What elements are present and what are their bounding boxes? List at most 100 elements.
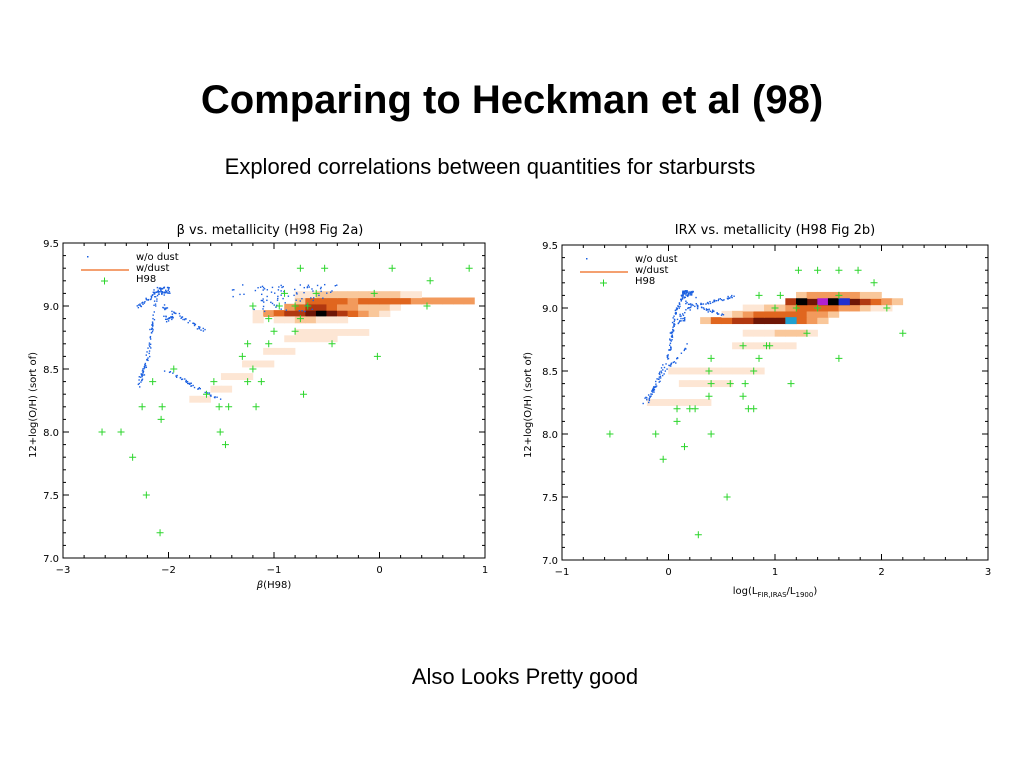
no-dust-point bbox=[149, 343, 152, 345]
density-cell bbox=[785, 298, 797, 306]
no-dust-point bbox=[143, 302, 146, 304]
no-dust-point bbox=[185, 379, 187, 382]
no-dust-point bbox=[164, 318, 167, 321]
density-cell bbox=[870, 298, 882, 306]
no-dust-point bbox=[270, 301, 272, 304]
density-cell bbox=[400, 297, 412, 305]
no-dust-point bbox=[644, 397, 646, 399]
density-cell bbox=[817, 310, 829, 318]
no-dust-point bbox=[162, 292, 164, 294]
no-dust-point bbox=[159, 287, 161, 289]
no-dust-point bbox=[659, 377, 662, 379]
no-dust-point bbox=[198, 328, 201, 330]
x-axis-label: β(H98) bbox=[256, 580, 292, 591]
no-dust-point bbox=[186, 382, 189, 385]
density-cell bbox=[305, 316, 317, 324]
no-dust-point bbox=[655, 380, 657, 383]
no-dust-point bbox=[682, 293, 684, 296]
density-cell bbox=[806, 298, 818, 306]
density-cell-highlight bbox=[827, 298, 840, 306]
no-dust-point bbox=[148, 355, 151, 358]
no-dust-point bbox=[709, 300, 711, 303]
irx-vs-metallicity-chart: IRX vs. metallicity (H98 Fig 2b) −1 0 1 2 3 7… bbox=[523, 223, 991, 599]
no-dust-point bbox=[670, 346, 672, 348]
no-dust-point bbox=[684, 291, 686, 294]
density-cell bbox=[700, 317, 712, 325]
no-dust-point bbox=[308, 286, 310, 288]
no-dust-point bbox=[670, 332, 672, 334]
no-dust-point bbox=[703, 308, 705, 310]
density-cell bbox=[774, 304, 786, 312]
no-dust-point bbox=[150, 298, 152, 300]
no-dust-point bbox=[669, 332, 672, 334]
no-dust-point bbox=[152, 324, 154, 326]
no-dust-point bbox=[171, 318, 173, 321]
no-dust-point bbox=[329, 291, 332, 293]
no-dust-point bbox=[141, 373, 143, 376]
no-dust-point bbox=[186, 380, 189, 383]
no-dust-point bbox=[163, 291, 166, 293]
no-dust-point bbox=[655, 386, 657, 388]
slide-footer-text: Also Looks Pretty good bbox=[411, 664, 639, 689]
no-dust-point bbox=[140, 381, 142, 383]
density-cell bbox=[742, 367, 754, 375]
no-dust-point bbox=[260, 293, 263, 296]
no-dust-point bbox=[146, 359, 148, 361]
h98-point bbox=[707, 380, 715, 388]
no-dust-point bbox=[167, 317, 170, 320]
no-dust-point bbox=[176, 374, 178, 377]
no-dust-point bbox=[187, 321, 189, 324]
density-cell bbox=[785, 329, 797, 337]
no-dust-point bbox=[669, 365, 672, 367]
no-dust-point bbox=[685, 294, 687, 296]
no-dust-point bbox=[156, 286, 159, 289]
no-dust-point bbox=[715, 300, 718, 302]
no-dust-point bbox=[675, 307, 678, 309]
density-cell bbox=[337, 297, 349, 305]
no-dust-point bbox=[196, 328, 199, 330]
density-cell bbox=[337, 329, 349, 336]
h98-point bbox=[726, 380, 734, 388]
no-dust-point bbox=[682, 320, 684, 322]
density-cell bbox=[689, 367, 701, 375]
w-o-dust-points-layer bbox=[136, 283, 338, 400]
no-dust-point bbox=[199, 387, 202, 390]
density-cell bbox=[358, 303, 370, 311]
density-cell bbox=[263, 360, 275, 368]
no-dust-point bbox=[152, 322, 154, 325]
chart-title: IRX vs. metallicity (H98 Fig 2b) bbox=[675, 223, 876, 238]
no-dust-point bbox=[722, 299, 724, 302]
no-dust-point bbox=[326, 292, 328, 294]
density-cell bbox=[220, 385, 233, 393]
density-cell bbox=[326, 310, 338, 318]
no-dust-point bbox=[683, 317, 686, 319]
no-dust-point bbox=[149, 338, 152, 340]
density-cell bbox=[668, 367, 680, 375]
no-dust-point bbox=[266, 295, 268, 298]
no-dust-point bbox=[144, 300, 146, 303]
no-dust-point bbox=[190, 382, 192, 384]
density-cell-highlight bbox=[817, 298, 829, 306]
no-dust-point bbox=[648, 398, 650, 400]
no-dust-point bbox=[189, 383, 191, 385]
no-dust-point bbox=[669, 347, 672, 349]
no-dust-point bbox=[143, 374, 146, 376]
h98-point bbox=[723, 493, 731, 501]
no-dust-point bbox=[166, 318, 168, 321]
axes-layer: −1 0 1 2 3 7.0 7.5 8.0 8.5 9.0 9.5 bbox=[542, 241, 991, 578]
legend-h98-marker bbox=[600, 279, 607, 287]
density-cell bbox=[326, 335, 338, 343]
density-cell bbox=[242, 360, 254, 368]
no-dust-point bbox=[182, 318, 184, 321]
no-dust-point bbox=[310, 297, 312, 299]
no-dust-point bbox=[674, 312, 677, 314]
h98-point bbox=[755, 291, 763, 299]
no-dust-point bbox=[716, 312, 718, 314]
no-dust-point bbox=[231, 289, 234, 291]
no-dust-point bbox=[689, 309, 691, 311]
no-dust-point bbox=[204, 328, 206, 331]
no-dust-point bbox=[219, 398, 222, 400]
no-dust-point bbox=[151, 327, 153, 329]
density-cell bbox=[796, 329, 808, 337]
no-dust-point bbox=[686, 301, 688, 304]
